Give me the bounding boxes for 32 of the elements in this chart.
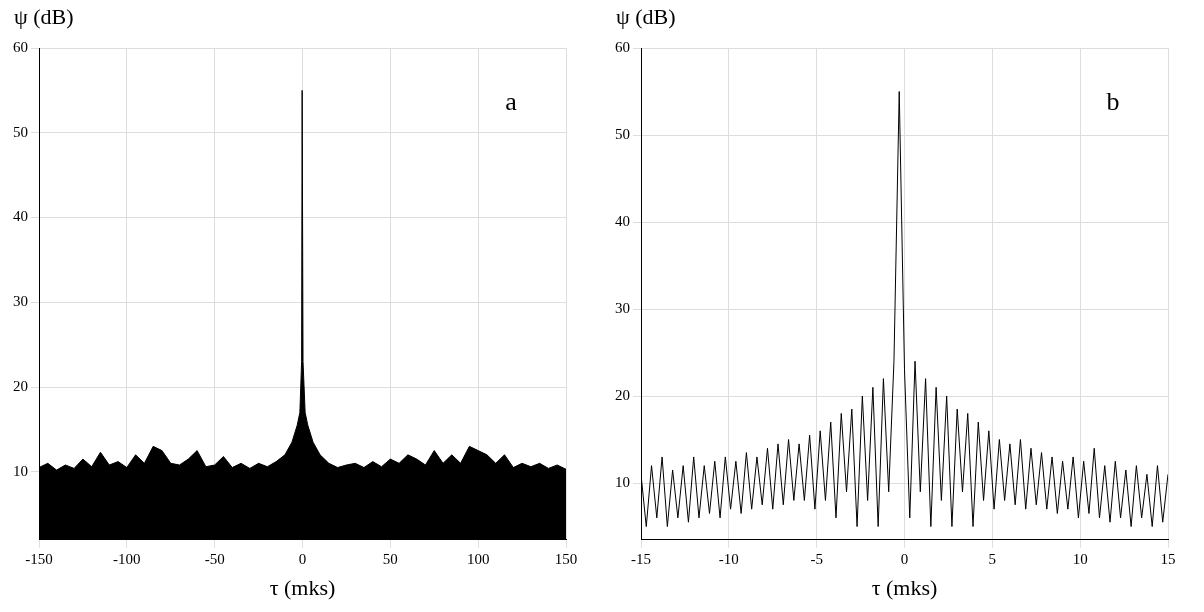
x-tick-label: -10 <box>718 550 739 567</box>
x-tick-label: -5 <box>810 550 823 567</box>
y-tick-label: 50 <box>615 125 630 142</box>
y-tick-label: 30 <box>615 299 630 316</box>
y-tick-label: 20 <box>615 386 630 403</box>
y-tick-label: 10 <box>615 473 630 490</box>
x-tick-label: 150 <box>554 550 578 567</box>
y-tick-label: 40 <box>615 212 630 229</box>
x-tick-label: 5 <box>988 550 997 567</box>
y-axis-title: ψ (dB) <box>14 4 74 30</box>
x-tick-label: -100 <box>113 550 141 567</box>
x-tick-label: -15 <box>631 550 651 567</box>
annotation: b <box>1106 86 1120 116</box>
y-tick-label: 40 <box>13 208 28 225</box>
y-tick-label: 10 <box>13 462 28 479</box>
x-tick-label: 100 <box>466 550 490 567</box>
x-tick-label: 0 <box>900 550 909 567</box>
x-axis-title: τ (mks) <box>269 574 336 600</box>
x-tick-label: 10 <box>1072 550 1088 567</box>
y-tick-label: 20 <box>13 377 28 394</box>
y-tick-label: 50 <box>13 123 28 140</box>
x-axis-title: τ (mks) <box>871 574 938 600</box>
x-tick-label: 50 <box>382 550 398 567</box>
y-tick-label: 60 <box>615 38 630 55</box>
x-tick-label: 0 <box>298 550 307 567</box>
x-tick-label: -150 <box>25 550 53 567</box>
x-tick-label: -50 <box>204 550 225 567</box>
y-tick-label: 30 <box>13 293 28 310</box>
y-axis-title: ψ (dB) <box>616 4 676 30</box>
x-tick-label: 15 <box>1160 550 1176 567</box>
y-tick-label: 60 <box>13 38 28 55</box>
annotation: a <box>505 86 518 116</box>
